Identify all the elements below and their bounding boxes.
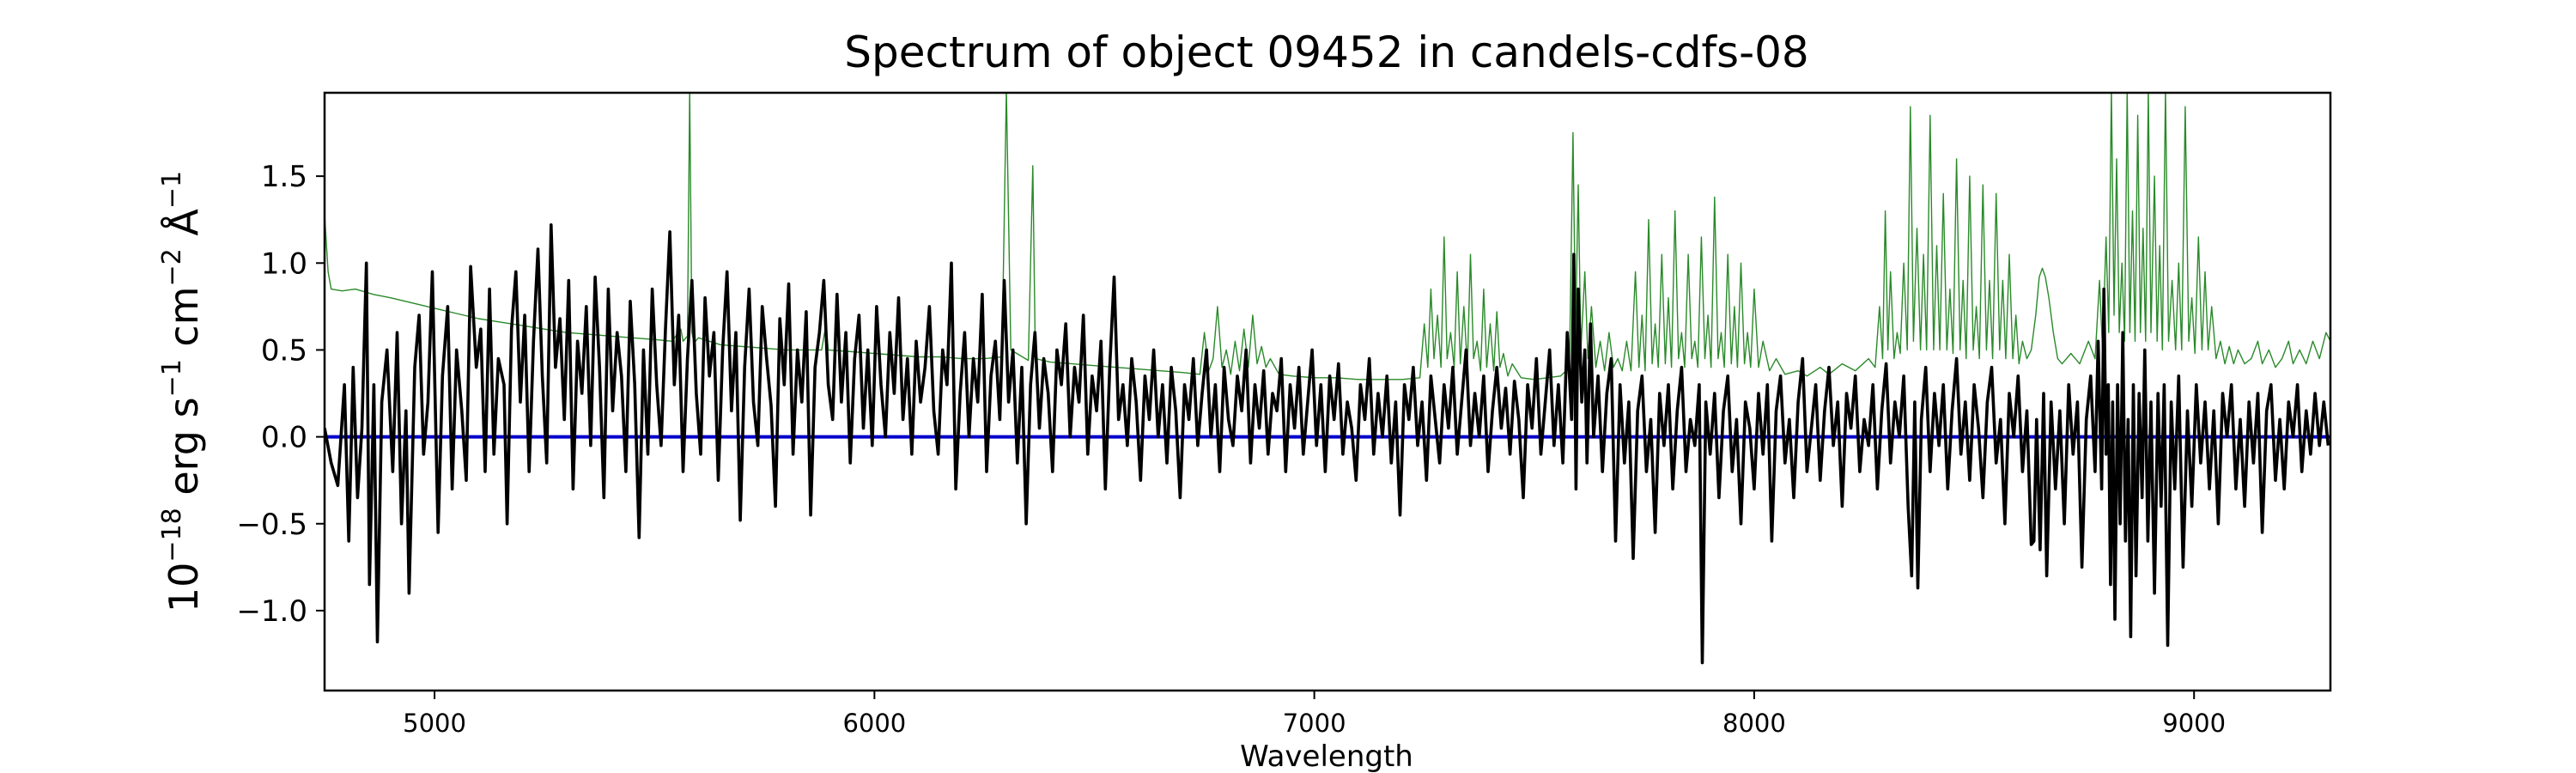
x-tick-label: 5000	[403, 709, 466, 738]
y-tick-label: 0.0	[261, 421, 307, 455]
plot-area	[323, 91, 2332, 692]
axes-frame	[323, 91, 2332, 692]
x-axis-label: Wavelength	[1240, 740, 1413, 773]
y-label-angstrom: Å	[161, 209, 207, 249]
y-label-cm: cm	[161, 286, 207, 359]
y-label-base: 10	[161, 563, 207, 613]
y-tick-label: 0.5	[261, 333, 307, 368]
x-tick-label: 7000	[1283, 709, 1346, 738]
y-label-s-exponent: −1	[157, 359, 187, 397]
y-tick-label: −1.0	[236, 594, 307, 629]
y-tick-label: 1.0	[261, 247, 307, 281]
x-tick-label: 8000	[1722, 709, 1786, 738]
y-axis-label: 10−18 erg s−1 cm−2 Å−1	[157, 171, 207, 612]
y-label-exponent: −18	[157, 508, 187, 562]
series-line-flux	[325, 222, 2330, 665]
y-tick-label: −0.5	[236, 508, 307, 542]
x-tick-label: 9000	[2162, 709, 2226, 738]
y-axis-ticks: −1.0 −0.5 0.0 0.5 1.0 1.5	[236, 160, 325, 629]
x-tick-label: 6000	[842, 709, 906, 738]
y-tick-label: 1.5	[261, 160, 307, 194]
y-label-angstrom-exponent: −1	[157, 171, 187, 209]
x-axis-ticks: 5000 6000 7000 8000 9000	[403, 691, 2226, 738]
y-label-cm-exponent: −2	[157, 248, 187, 286]
chart-title: Spectrum of object 09452 in candels-cdfs…	[844, 27, 1809, 77]
series-layer	[325, 93, 2330, 665]
y-label-unit: erg s	[161, 397, 207, 508]
